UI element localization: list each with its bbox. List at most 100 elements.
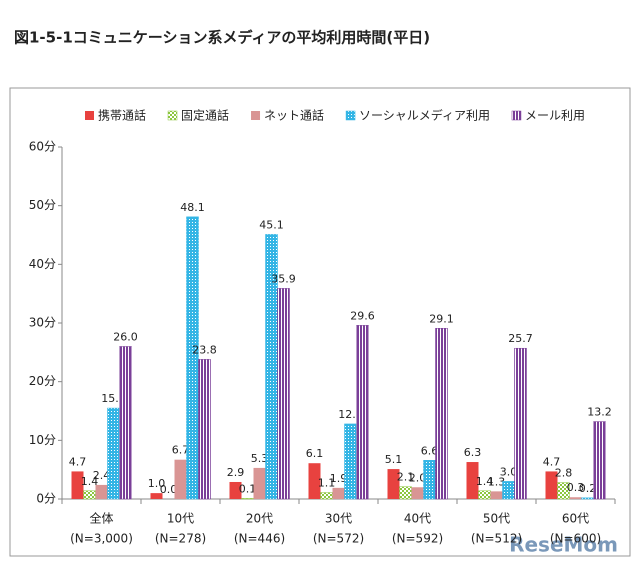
legend-label: 携帯通話: [98, 108, 146, 123]
value-label: 0.3: [567, 481, 585, 494]
value-label: 45.1: [259, 218, 284, 231]
value-label: 1.4: [81, 475, 99, 488]
value-label: 1.1: [318, 477, 336, 490]
value-label: 1.0: [148, 477, 166, 490]
x-tick-note: (N=446): [234, 532, 285, 546]
x-tick-label: 10代: [167, 512, 194, 526]
x-tick-label: 20代: [246, 512, 273, 526]
x-tick-note: (N=592): [392, 532, 443, 546]
bar: [186, 216, 199, 500]
bar: [95, 484, 108, 499]
value-label: 1.4: [476, 475, 494, 488]
bar: [569, 497, 582, 499]
value-label: 4.7: [543, 455, 561, 468]
bar: [593, 421, 606, 500]
bar: [478, 490, 491, 500]
bar: [332, 487, 345, 499]
value-label: 6.3: [464, 446, 482, 459]
legend-label: ソーシャルメディア利用: [359, 108, 490, 123]
x-tick-label: 50代: [483, 512, 510, 526]
value-label: 1.3: [488, 475, 506, 488]
bar: [107, 407, 120, 500]
y-tick-label: 40分: [29, 257, 56, 271]
value-label: 6.1: [306, 447, 324, 460]
x-tick-label: 30代: [325, 512, 352, 526]
legend-label: ネット通話: [264, 108, 324, 123]
x-tick-note: (N=572): [313, 532, 364, 546]
bar: [150, 493, 163, 499]
y-tick-label: 60分: [29, 140, 56, 154]
value-label: 2.8: [555, 467, 573, 480]
bar: [119, 346, 132, 500]
x-tick-note: (N=278): [155, 532, 206, 546]
bar: [308, 463, 321, 499]
bar: [423, 460, 436, 500]
chart-title: 図1-5-1コミュニケーション系メディアの平均利用時間(平日): [14, 29, 430, 47]
bar: [229, 481, 242, 499]
legend-label: 固定通話: [181, 108, 229, 123]
value-label: 1.9: [330, 472, 348, 485]
bar: [344, 423, 357, 500]
x-tick-label: 40代: [404, 512, 431, 526]
bar: [435, 328, 448, 500]
value-label: 0.2: [579, 482, 597, 495]
value-label: 23.8: [192, 343, 217, 356]
legend-swatch: [85, 111, 94, 120]
legend-swatch: [345, 110, 356, 121]
value-label: 2.9: [227, 466, 245, 479]
bar: [581, 497, 594, 500]
value-label: 29.1: [429, 312, 454, 325]
value-label: 29.6: [350, 309, 375, 322]
bar: [320, 492, 333, 500]
y-tick-label: 20分: [29, 374, 56, 388]
bar: [174, 459, 187, 499]
bar: [490, 491, 503, 499]
x-tick-note: (N=600): [550, 532, 601, 546]
value-label: 6.6: [421, 444, 439, 457]
bar: [545, 471, 558, 499]
bar: [241, 498, 254, 500]
y-tick-label: 50分: [29, 198, 56, 212]
legend-label: メール利用: [525, 109, 585, 123]
bar: [514, 347, 527, 500]
bar: [83, 490, 96, 500]
bar: [387, 469, 400, 499]
y-tick-label: 10分: [29, 433, 56, 447]
value-label: 2.4: [93, 469, 111, 482]
bar: [356, 325, 369, 500]
bar: [277, 288, 290, 500]
value-label: 13.2: [587, 406, 612, 419]
value-label: 26.0: [113, 330, 138, 343]
value-label: 2.1: [397, 471, 415, 484]
bar: [557, 482, 570, 500]
value-label: 2.0: [409, 471, 427, 484]
legend-swatch: [167, 110, 178, 121]
x-tick-note: (N=3,000): [70, 532, 133, 546]
x-tick-label: 60代: [562, 512, 589, 526]
bar: [198, 359, 211, 500]
value-label: 6.7: [172, 444, 190, 457]
value-label: 5.3: [251, 452, 269, 465]
value-label: 35.9: [271, 272, 296, 285]
value-label: 25.7: [508, 332, 533, 345]
value-label: 4.7: [69, 455, 87, 468]
legend-swatch: [251, 111, 261, 120]
bar: [502, 481, 515, 500]
y-tick-label: 30分: [29, 316, 56, 330]
legend-swatch: [511, 110, 522, 121]
bar: [71, 471, 84, 499]
value-label: 0.0: [160, 483, 178, 496]
bar: [466, 462, 479, 499]
x-tick-note: (N=512): [471, 532, 522, 546]
x-tick-label: 全体: [89, 511, 113, 526]
value-label: 0.1: [239, 482, 257, 495]
bar: [411, 487, 424, 499]
watermark: ReseMom: [509, 533, 618, 557]
value-label: 5.1: [385, 453, 403, 466]
bar: [253, 467, 266, 499]
chart-frame: [9, 87, 631, 557]
value-label: 48.1: [180, 201, 205, 214]
y-tick-label: 0分: [36, 492, 56, 506]
